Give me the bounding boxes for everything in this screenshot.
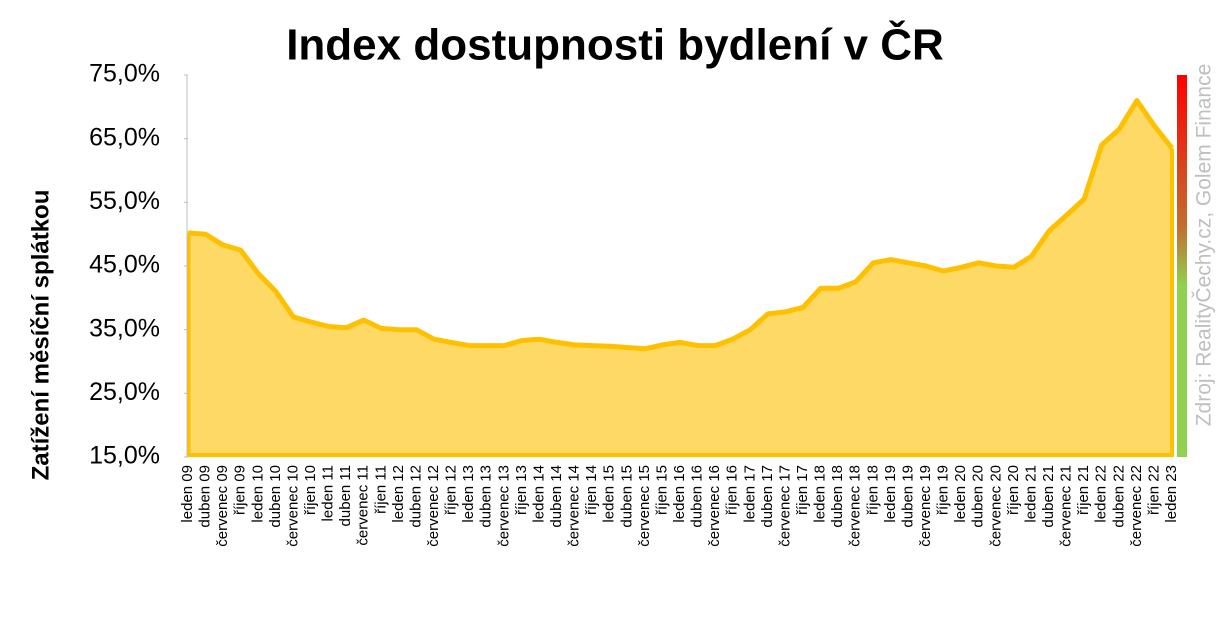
x-tick-label: říjen 18 [864,465,881,515]
x-tick-label: červenec 10 [284,465,301,547]
x-tick-label: červenec 13 [495,465,512,547]
x-tick-label: leden 14 [530,465,547,523]
x-tick-label: duben 14 [548,465,565,528]
x-tick-label: červenec 16 [706,465,723,547]
y-tick-label: 35,0% [89,314,160,342]
x-tick-label: leden 17 [741,465,758,523]
x-tick-label: duben 16 [689,465,706,528]
x-tick-label: duben 18 [829,465,846,528]
x-tick-label: leden 11 [320,465,337,521]
y-tick-label: 25,0% [89,378,160,406]
x-tick-label: duben 09 [197,465,214,528]
x-tick-label: červenec 09 [214,465,231,547]
y-tick-label: 15,0% [89,442,160,470]
x-tick-label: říjen 22 [1145,465,1162,515]
x-tick-label: říjen 12 [443,465,460,515]
x-tick-label: leden 10 [249,465,266,523]
x-tick-label: duben 12 [407,465,424,528]
x-tick-label: leden 19 [882,465,899,523]
x-tick-label: říjen 20 [1005,465,1022,515]
chart-title: Index dostupnosti bydlení v ČR [286,19,944,70]
x-tick-label: červenec 11 [355,465,372,546]
x-tick-label: červenec 22 [1128,465,1145,547]
x-tick-label: červenec 18 [847,465,864,547]
x-tick-label: říjen 16 [724,465,741,515]
x-tick-label: duben 15 [618,465,635,528]
x-tick-label: červenec 21 [1058,465,1075,547]
x-tick-label: duben 10 [267,465,284,528]
x-tick-label: leden 20 [952,465,969,523]
x-tick-label: leden 09 [179,465,196,523]
line [187,98,1174,352]
x-tick-label: říjen 11 [372,465,389,514]
x-tick-label: leden 21 [1022,465,1039,523]
x-tick-label: červenec 12 [425,465,442,547]
y-axis-label: Zatížení měsíční splátkou [27,190,54,481]
x-tick-label: říjen 10 [302,465,319,515]
x-tick-label: leden 23 [1163,465,1180,523]
x-tick-label: říjen 21 [1075,465,1092,515]
x-tick-label: duben 13 [478,465,495,528]
y-tick-label: 45,0% [89,251,160,279]
x-tick-label: červenec 15 [636,465,653,547]
x-tick-label: leden 13 [460,465,477,523]
x-tick-label: duben 21 [1040,465,1057,528]
x-tick-label: říjen 17 [794,465,811,515]
source-note: Zdroj: RealityČechy.cz, Golem Finance [1193,64,1216,427]
x-tick-label: červenec 20 [987,465,1004,547]
x-tick-label: červenec 14 [566,465,583,547]
x-tick-label: červenec 19 [917,465,934,547]
x-tick-label: leden 12 [390,465,407,523]
y-tick-label: 55,0% [89,187,160,215]
x-tick-label: říjen 19 [935,465,952,515]
x-tick-label: červenec 17 [776,465,793,547]
y-tick-label: 65,0% [89,123,160,151]
y-tick-label: 75,0% [89,60,160,88]
x-tick-label: říjen 09 [232,465,249,515]
x-tick-label: duben 20 [970,465,987,528]
x-tick-label: duben 19 [899,465,916,528]
x-tick-label: říjen 13 [513,465,530,515]
area [188,100,1172,457]
x-tick-label: říjen 14 [583,465,600,515]
x-tick-label: duben 17 [759,465,776,528]
x-tick-label: duben 11 [337,465,354,526]
x-tick-label: leden 15 [601,465,618,523]
x-tick-label: leden 22 [1093,465,1110,523]
x-tick-label: leden 18 [812,465,829,523]
color-scale [1177,75,1187,457]
x-tick-label: leden 16 [671,465,688,523]
x-tick-label: říjen 15 [653,465,670,515]
x-tick-label: duben 22 [1110,465,1127,528]
